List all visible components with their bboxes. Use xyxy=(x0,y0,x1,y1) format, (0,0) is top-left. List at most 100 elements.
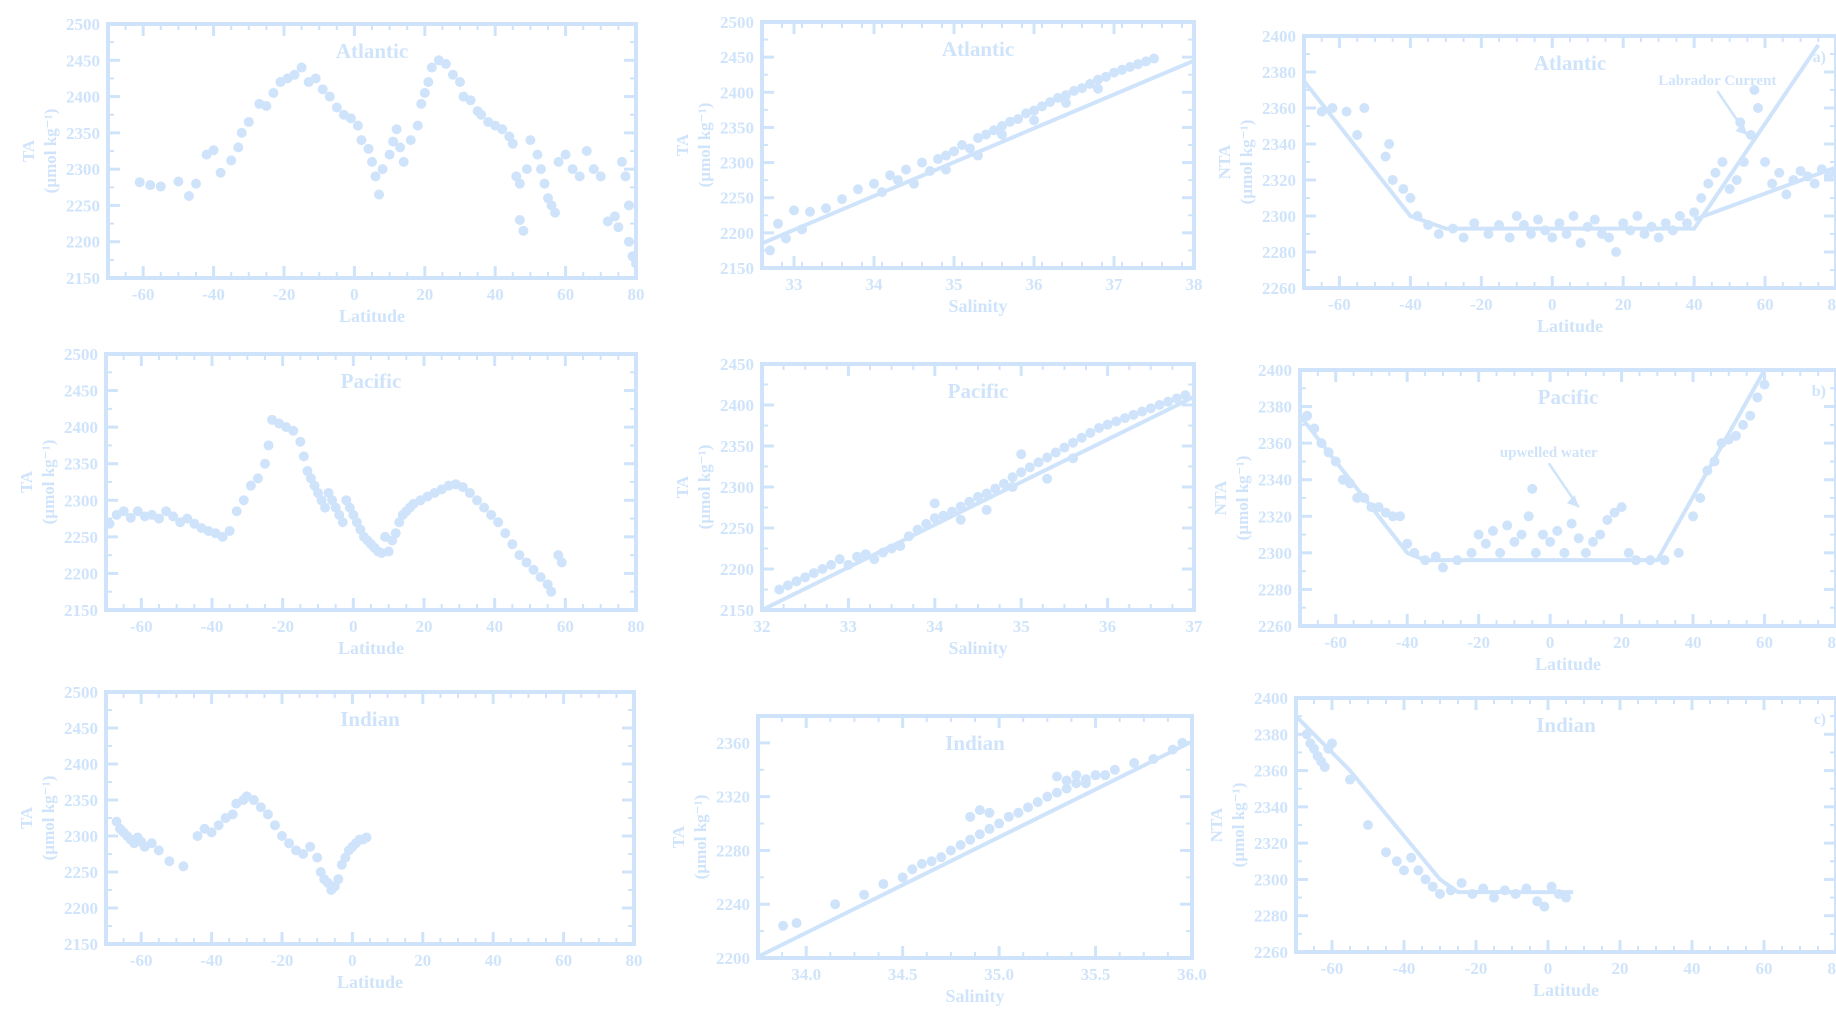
data-point xyxy=(405,135,416,146)
data-point xyxy=(500,528,511,539)
y-axis-label: TA (µmol kg⁻¹) xyxy=(673,103,714,188)
data-point xyxy=(423,77,434,88)
data-point xyxy=(1050,447,1061,458)
data-point xyxy=(613,222,624,233)
data-point xyxy=(333,874,344,885)
data-point xyxy=(781,233,791,244)
chart-panel-8: 34.0 34.5 35.0 35.5 36.0 2200 2240 2280 2320 2360… xyxy=(669,714,1207,1006)
x-tick-label: 40 xyxy=(487,285,504,304)
y-tick-label: 2300 xyxy=(64,827,98,846)
data-point xyxy=(1533,214,1544,225)
data-point xyxy=(391,124,402,135)
data-point xyxy=(1738,157,1749,167)
y-tick-label: 2150 xyxy=(64,601,98,620)
data-point xyxy=(1673,547,1684,558)
x-tick-label: 80 xyxy=(1828,633,1836,652)
y-axis-label-line: (µmol kg⁻¹) xyxy=(41,109,60,194)
x-tick-label: 60 xyxy=(555,951,572,970)
y-tick-label: 2360 xyxy=(1258,434,1292,453)
data-point xyxy=(1387,511,1398,522)
x-tick-label: 80 xyxy=(628,285,645,304)
y-tick-label: 2260 xyxy=(1258,617,1292,636)
x-tick-label: 35 xyxy=(946,275,963,294)
x-tick-label: 34.0 xyxy=(791,965,821,984)
plot-area xyxy=(1300,370,1770,573)
y-tick-label: 2240 xyxy=(716,895,750,914)
data-point xyxy=(1100,770,1111,781)
plot-area xyxy=(1296,714,1574,912)
data-point xyxy=(1566,518,1577,529)
data-point xyxy=(1504,232,1515,243)
x-tick-label: 0 xyxy=(349,617,358,636)
data-point xyxy=(1016,467,1027,478)
y-tick-label: 2450 xyxy=(64,382,98,401)
chart-title: Atlantic xyxy=(336,39,408,63)
data-point xyxy=(440,58,451,69)
data-point xyxy=(1177,737,1188,748)
data-point xyxy=(1502,520,1513,531)
data-point xyxy=(1589,214,1600,225)
data-point xyxy=(317,84,328,95)
data-point xyxy=(1420,555,1431,566)
data-point xyxy=(363,143,374,154)
data-point xyxy=(1129,758,1140,769)
plot-area xyxy=(1304,43,1836,257)
data-point xyxy=(507,539,518,550)
data-point xyxy=(479,502,490,513)
x-axis-label: Latitude xyxy=(1533,980,1599,1000)
chart-title: Indian xyxy=(945,731,1005,755)
data-point xyxy=(1709,456,1720,467)
data-point xyxy=(981,488,992,499)
data-point xyxy=(497,124,508,135)
y-tick-label: 2280 xyxy=(1254,907,1288,926)
data-point xyxy=(1523,511,1534,522)
data-point xyxy=(926,856,937,867)
annotation-text: upwelled water xyxy=(1500,445,1598,461)
data-point xyxy=(1435,888,1445,899)
data-point xyxy=(912,524,923,535)
y-tick-label: 2320 xyxy=(1258,507,1292,526)
y-tick-label: 2450 xyxy=(64,719,98,738)
data-point xyxy=(1521,883,1532,894)
data-point xyxy=(1595,529,1606,540)
data-point xyxy=(1525,229,1536,239)
data-point xyxy=(903,531,914,542)
data-point xyxy=(909,178,919,189)
data-point xyxy=(941,150,951,161)
data-point xyxy=(1102,419,1113,430)
data-point xyxy=(1618,218,1629,229)
data-point xyxy=(616,156,627,167)
data-point xyxy=(921,518,932,529)
y-tick-label: 2250 xyxy=(64,528,98,547)
x-tick-label: 80 xyxy=(628,617,645,636)
data-point xyxy=(231,506,242,517)
data-point xyxy=(1499,885,1510,896)
data-point xyxy=(1042,791,1053,802)
data-point xyxy=(1145,403,1156,414)
data-point xyxy=(1483,229,1494,239)
data-point xyxy=(878,879,889,890)
data-point xyxy=(1487,525,1498,536)
data-point xyxy=(539,178,550,189)
data-point xyxy=(1023,802,1034,813)
data-point xyxy=(1420,874,1431,885)
data-point xyxy=(1029,115,1039,126)
data-point xyxy=(1547,232,1558,243)
x-tick-label: -20 xyxy=(1467,633,1490,652)
data-point xyxy=(1653,232,1664,243)
data-point xyxy=(305,841,316,852)
data-point xyxy=(1366,502,1377,513)
x-axis-label: Salinity xyxy=(948,638,1007,658)
data-point xyxy=(206,827,217,838)
data-point xyxy=(1539,901,1550,912)
data-point xyxy=(1373,502,1384,513)
data-point xyxy=(567,164,578,175)
data-point xyxy=(1093,83,1103,94)
data-point xyxy=(1061,783,1072,794)
y-axis-label: NTA (µmol kg⁻¹) xyxy=(1215,120,1256,205)
x-tick-label: -20 xyxy=(1470,295,1493,314)
y-tick-label: 2400 xyxy=(64,755,98,774)
x-tick-label: 40 xyxy=(486,617,503,636)
data-point xyxy=(853,184,863,195)
fit-line xyxy=(1300,370,1767,563)
